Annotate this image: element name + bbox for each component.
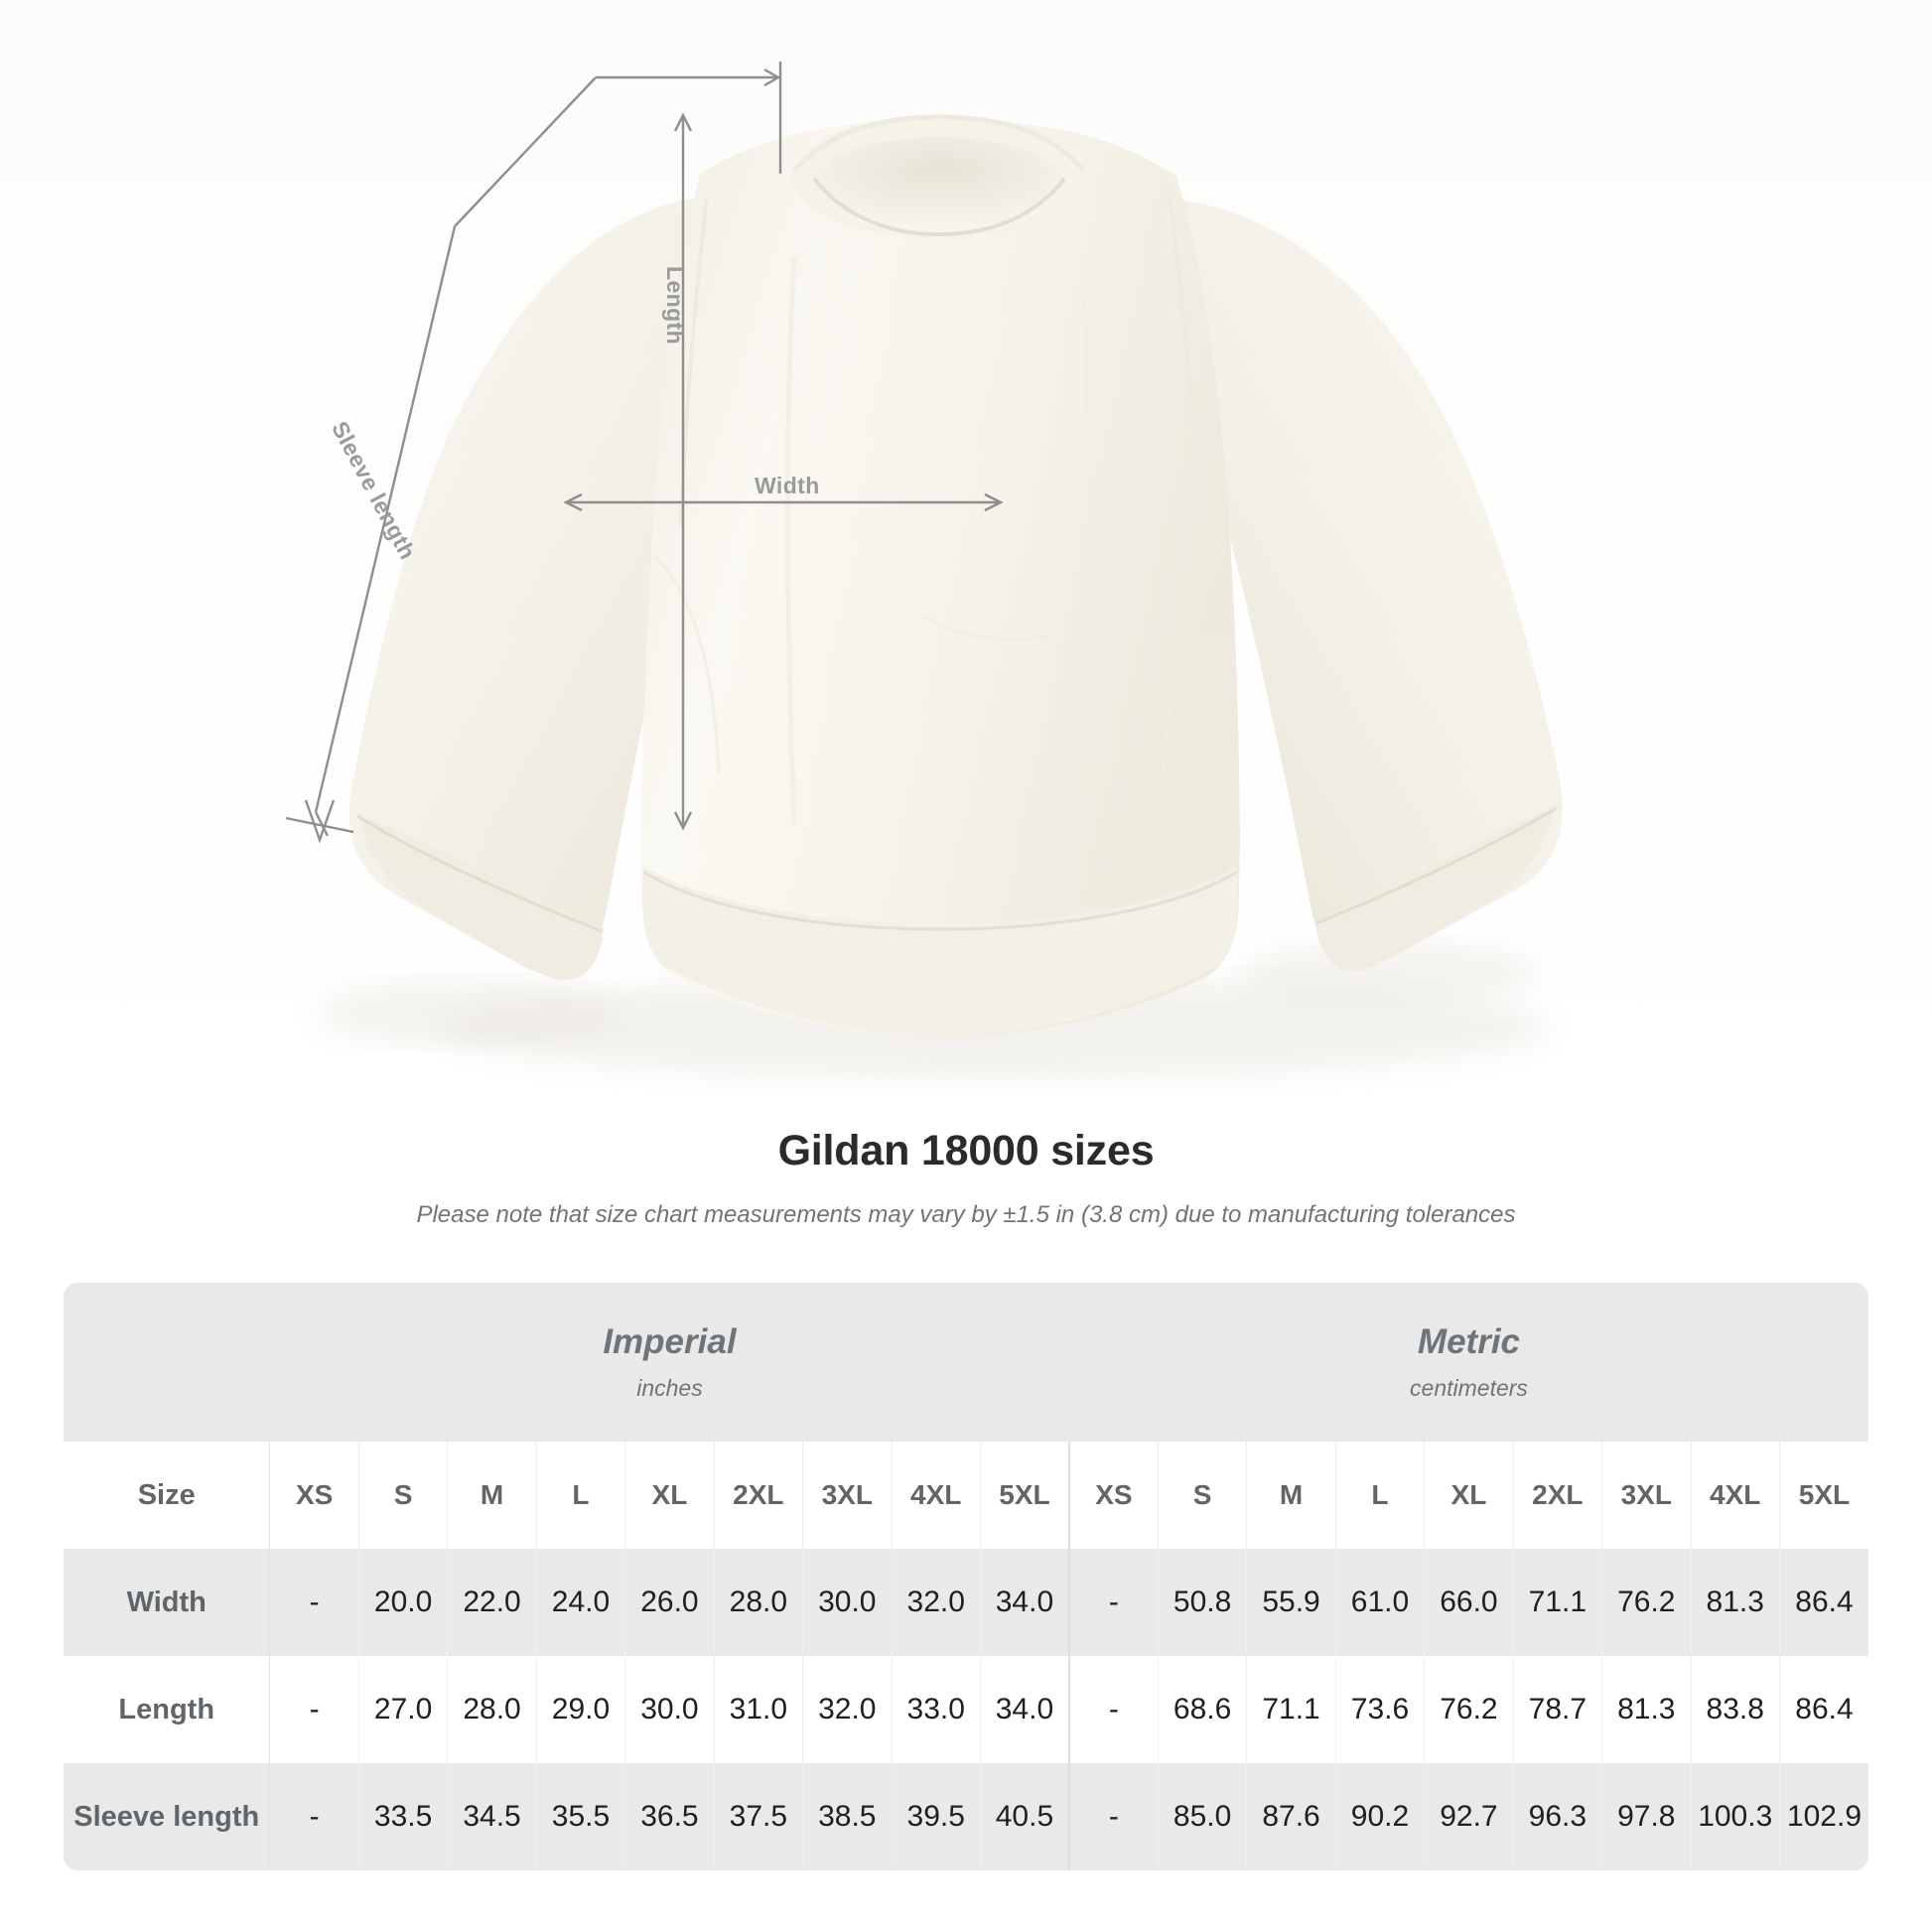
cell-width-imperial-s: 20.0 bbox=[358, 1549, 449, 1656]
size-header-metric-l: L bbox=[1335, 1442, 1426, 1549]
cell-sleeve-imperial-4xl: 39.5 bbox=[892, 1763, 981, 1870]
cell-sleeve-metric-5xl: 102.9 bbox=[1779, 1763, 1868, 1870]
cell-width-imperial-m: 22.0 bbox=[447, 1549, 537, 1656]
cell-width-imperial-xs: - bbox=[269, 1549, 359, 1656]
size-header-row: Size XS S M L XL 2XL 3XL 4XL 5XL XS S M … bbox=[64, 1442, 1868, 1549]
cell-sleeve-imperial-m: 34.5 bbox=[447, 1763, 537, 1870]
size-header-imperial-m: M bbox=[447, 1442, 537, 1549]
unit-banner-spacer bbox=[64, 1283, 270, 1442]
cell-sleeve-imperial-xl: 36.5 bbox=[624, 1763, 715, 1870]
size-header-metric-xs: XS bbox=[1067, 1442, 1159, 1549]
size-header-imperial-l: L bbox=[536, 1442, 626, 1549]
cell-sleeve-metric-xl: 92.7 bbox=[1424, 1763, 1514, 1870]
cell-width-imperial-5xl: 34.0 bbox=[980, 1549, 1070, 1656]
cell-width-imperial-4xl: 32.0 bbox=[892, 1549, 981, 1656]
size-header-imperial-xl: XL bbox=[624, 1442, 715, 1549]
cell-width-metric-m: 55.9 bbox=[1246, 1549, 1336, 1656]
size-chart-table: Imperial inches Metric centimeters Size … bbox=[64, 1283, 1868, 1870]
size-header-metric-xl: XL bbox=[1424, 1442, 1514, 1549]
cell-length-metric-l: 73.6 bbox=[1335, 1656, 1426, 1763]
size-header-metric-2xl: 2XL bbox=[1513, 1442, 1603, 1549]
cell-length-metric-5xl: 86.4 bbox=[1779, 1656, 1868, 1763]
cell-length-imperial-2xl: 31.0 bbox=[714, 1656, 804, 1763]
garment-photo bbox=[0, 0, 1932, 1122]
unit-group-metric-name: Metric bbox=[1417, 1322, 1521, 1362]
table-row: Length - 27.0 28.0 29.0 30.0 31.0 32.0 3… bbox=[64, 1656, 1868, 1763]
cell-length-imperial-4xl: 33.0 bbox=[892, 1656, 981, 1763]
cell-sleeve-imperial-l: 35.5 bbox=[536, 1763, 626, 1870]
cell-length-metric-3xl: 81.3 bbox=[1601, 1656, 1692, 1763]
size-header-metric-s: S bbox=[1158, 1442, 1248, 1549]
cell-length-imperial-m: 28.0 bbox=[447, 1656, 537, 1763]
size-header-imperial-5xl: 5XL bbox=[980, 1442, 1070, 1549]
table-row: Width - 20.0 22.0 24.0 26.0 28.0 30.0 32… bbox=[64, 1549, 1868, 1656]
cell-width-metric-3xl: 76.2 bbox=[1601, 1549, 1692, 1656]
row-label-sleeve-length: Sleeve length bbox=[64, 1763, 271, 1870]
cell-sleeve-imperial-s: 33.5 bbox=[358, 1763, 449, 1870]
size-header-metric-3xl: 3XL bbox=[1601, 1442, 1692, 1549]
cell-sleeve-metric-m: 87.6 bbox=[1246, 1763, 1336, 1870]
cell-length-imperial-xs: - bbox=[269, 1656, 359, 1763]
size-header-imperial-3xl: 3XL bbox=[802, 1442, 893, 1549]
cell-length-imperial-5xl: 34.0 bbox=[980, 1656, 1070, 1763]
cell-sleeve-metric-3xl: 97.8 bbox=[1601, 1763, 1692, 1870]
cell-sleeve-imperial-2xl: 37.5 bbox=[714, 1763, 804, 1870]
cell-width-imperial-2xl: 28.0 bbox=[714, 1549, 804, 1656]
cell-width-metric-2xl: 71.1 bbox=[1513, 1549, 1603, 1656]
cell-length-metric-4xl: 83.8 bbox=[1691, 1656, 1780, 1763]
unit-group-metric-sub: centimeters bbox=[1410, 1374, 1528, 1401]
cell-width-imperial-l: 24.0 bbox=[536, 1549, 626, 1656]
row-label-width: Width bbox=[64, 1549, 271, 1656]
cell-width-metric-xl: 66.0 bbox=[1424, 1549, 1514, 1656]
title-block: Gildan 18000 sizes Please note that size… bbox=[0, 1127, 1932, 1230]
unit-banner-row: Imperial inches Metric centimeters bbox=[64, 1283, 1868, 1442]
cell-width-metric-5xl: 86.4 bbox=[1779, 1549, 1868, 1656]
size-header-metric-m: M bbox=[1246, 1442, 1336, 1549]
cell-sleeve-imperial-3xl: 38.5 bbox=[802, 1763, 893, 1870]
size-chart-table-wrapper: Imperial inches Metric centimeters Size … bbox=[64, 1283, 1868, 1870]
cell-length-imperial-s: 27.0 bbox=[358, 1656, 449, 1763]
size-header-imperial-4xl: 4XL bbox=[892, 1442, 981, 1549]
length-annotation-label: Length bbox=[662, 266, 688, 345]
cell-width-metric-l: 61.0 bbox=[1335, 1549, 1426, 1656]
cell-length-imperial-l: 29.0 bbox=[536, 1656, 626, 1763]
size-header-metric-4xl: 4XL bbox=[1691, 1442, 1780, 1549]
unit-group-metric: Metric centimeters bbox=[1068, 1283, 1868, 1442]
unit-group-imperial-sub: inches bbox=[636, 1374, 703, 1401]
cell-width-metric-xs: - bbox=[1067, 1549, 1159, 1656]
cell-length-metric-xs: - bbox=[1067, 1656, 1159, 1763]
size-header-imperial-xs: XS bbox=[269, 1442, 359, 1549]
cell-length-metric-s: 68.6 bbox=[1158, 1656, 1248, 1763]
size-header-imperial-s: S bbox=[358, 1442, 449, 1549]
cell-length-metric-xl: 76.2 bbox=[1424, 1656, 1514, 1763]
cell-width-imperial-xl: 26.0 bbox=[624, 1549, 715, 1656]
cell-sleeve-metric-l: 90.2 bbox=[1335, 1763, 1426, 1870]
page-title: Gildan 18000 sizes bbox=[777, 1127, 1155, 1174]
cell-length-imperial-xl: 30.0 bbox=[624, 1656, 715, 1763]
cell-sleeve-metric-4xl: 100.3 bbox=[1691, 1763, 1780, 1870]
cell-width-metric-s: 50.8 bbox=[1158, 1549, 1248, 1656]
cell-sleeve-imperial-xs: - bbox=[269, 1763, 359, 1870]
row-label-length: Length bbox=[64, 1656, 271, 1763]
cell-length-metric-m: 71.1 bbox=[1246, 1656, 1336, 1763]
garment-diagram: Length Width Sleeve length bbox=[0, 0, 1932, 1122]
size-header-label: Size bbox=[64, 1442, 271, 1549]
table-row: Sleeve length - 33.5 34.5 35.5 36.5 37.5… bbox=[64, 1763, 1868, 1870]
cell-width-metric-4xl: 81.3 bbox=[1691, 1549, 1780, 1656]
size-header-imperial-2xl: 2XL bbox=[714, 1442, 804, 1549]
cell-width-imperial-3xl: 30.0 bbox=[802, 1549, 893, 1656]
cell-sleeve-imperial-5xl: 40.5 bbox=[980, 1763, 1070, 1870]
cell-sleeve-metric-s: 85.0 bbox=[1158, 1763, 1248, 1870]
cell-length-imperial-3xl: 32.0 bbox=[802, 1656, 893, 1763]
width-annotation-label: Width bbox=[755, 473, 820, 498]
cell-sleeve-metric-xs: - bbox=[1067, 1763, 1159, 1870]
unit-group-imperial-name: Imperial bbox=[603, 1322, 737, 1362]
cell-length-metric-2xl: 78.7 bbox=[1513, 1656, 1603, 1763]
unit-group-imperial: Imperial inches bbox=[269, 1283, 1069, 1442]
size-header-metric-5xl: 5XL bbox=[1779, 1442, 1868, 1549]
tolerance-note: Please note that size chart measurements… bbox=[416, 1201, 1516, 1229]
cell-sleeve-metric-2xl: 96.3 bbox=[1513, 1763, 1603, 1870]
